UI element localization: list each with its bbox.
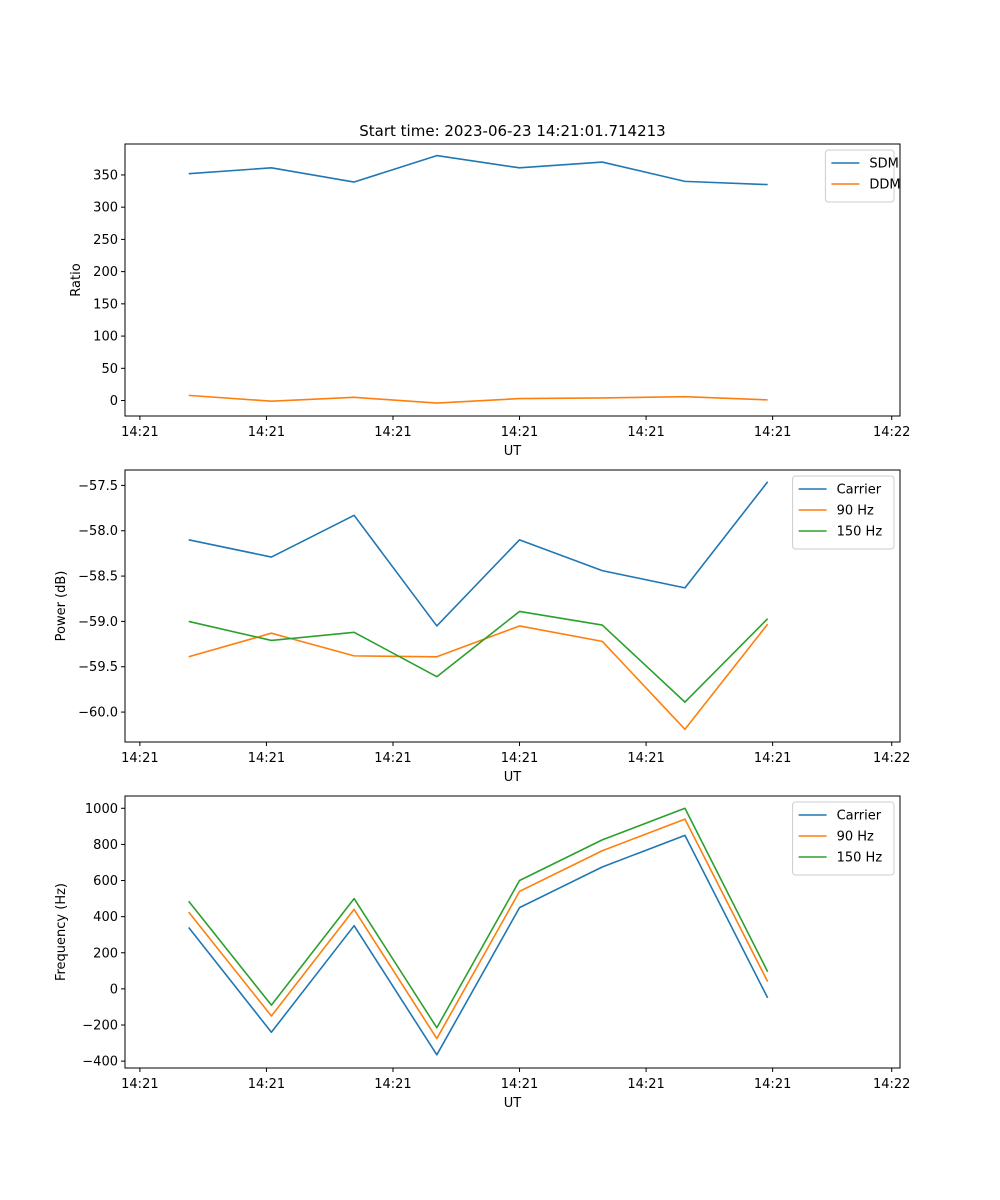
- x-tick-label: 14:21: [121, 1077, 158, 1092]
- y-axis-label: Frequency (Hz): [54, 883, 69, 981]
- x-tick-label: 14:21: [248, 425, 285, 440]
- subplot-1: 0 50 100 150 200 250 300 350 14:21 14:21 14:21 14:2…: [69, 143, 910, 459]
- series-line-carrier: [188, 834, 769, 1056]
- series-line-carrier: [188, 481, 769, 627]
- y-tick-label: 50: [101, 362, 118, 377]
- x-tick-label: 14:21: [374, 1077, 411, 1092]
- y-tick-label: 1000: [85, 802, 118, 817]
- y-tick-label: 250: [93, 233, 118, 248]
- series-line-ddm: [188, 394, 768, 404]
- x-tick-label: 14:21: [501, 751, 538, 766]
- series-line-150-hz: [188, 610, 769, 703]
- subplot-2: −60.0 −59.5 −59.0 −58.5 −58.0 −57.5 14:21 14:21…: [54, 469, 910, 785]
- x-tick-label: 14:21: [627, 751, 664, 766]
- y-tick-label: 200: [93, 265, 118, 280]
- y-tick-label: −59.5: [78, 660, 118, 675]
- x-tick-label: 14:21: [501, 1077, 538, 1092]
- y-tick-label: 150: [93, 297, 118, 312]
- legend-label: Carrier: [837, 483, 882, 498]
- legend-label: DDM: [869, 178, 900, 193]
- y-tick-label: −60.0: [78, 706, 118, 721]
- x-tick-label: 14:21: [121, 425, 158, 440]
- series-line-sdm: [188, 154, 768, 186]
- series-line-90-hz: [188, 623, 769, 731]
- subplot-3: −400 −200 0 200 400 600 800 1000 14:21 14:21 14:21…: [54, 795, 910, 1111]
- y-tick-label: −58.5: [78, 570, 118, 585]
- legend: SDM DDM: [824, 149, 901, 203]
- y-tick-label: −400: [82, 1055, 118, 1070]
- y-tick-label: −58.0: [78, 524, 118, 539]
- x-tick-label: 14:21: [754, 751, 791, 766]
- y-tick-label: 400: [93, 910, 118, 925]
- x-axis-label: UT: [504, 1096, 522, 1111]
- legend-label: 90 Hz: [837, 504, 874, 519]
- y-axis-label: Power (dB): [54, 571, 69, 642]
- legend: Carrier 90 Hz 150 Hz: [792, 475, 895, 550]
- y-axis-label: Ratio: [69, 263, 84, 296]
- x-tick-label: 14:21: [627, 1077, 664, 1092]
- y-tick-label: 300: [93, 201, 118, 216]
- y-tick-label: −59.0: [78, 615, 118, 630]
- axes-frame: [124, 469, 901, 743]
- y-tick-label: −200: [82, 1019, 118, 1034]
- x-tick-label: 14:21: [627, 425, 664, 440]
- y-tick-label: 600: [93, 874, 118, 889]
- legend-label: 90 Hz: [837, 830, 874, 845]
- y-tick-label: 350: [93, 168, 118, 183]
- axes-frame: [124, 795, 901, 1069]
- legend-label: SDM: [869, 157, 898, 172]
- legend-label: 150 Hz: [837, 851, 883, 866]
- series-line-150-hz: [188, 807, 769, 1029]
- y-tick-label: 100: [93, 330, 118, 345]
- x-axis-label: UT: [504, 444, 522, 459]
- x-tick-label: 14:21: [374, 751, 411, 766]
- legend: Carrier 90 Hz 150 Hz: [792, 801, 895, 876]
- legend-label: 150 Hz: [837, 525, 883, 540]
- x-tick-label: 14:21: [248, 751, 285, 766]
- x-tick-label: 14:22: [873, 751, 910, 766]
- subplots: 0 50 100 150 200 250 300 350 14:21 14:21 14:21 14:2…: [54, 143, 910, 1111]
- x-tick-label: 14:21: [754, 1077, 791, 1092]
- x-tick-label: 14:21: [121, 751, 158, 766]
- x-tick-label: 14:21: [248, 1077, 285, 1092]
- figure-title: Start time: 2023-06-23 14:21:01.714213: [359, 122, 665, 140]
- y-tick-label: 200: [93, 946, 118, 961]
- x-tick-label: 14:21: [374, 425, 411, 440]
- y-tick-label: 800: [93, 838, 118, 853]
- y-tick-label: −57.5: [78, 479, 118, 494]
- series-line-90-hz: [188, 818, 769, 1040]
- axes-frame: [124, 143, 901, 417]
- x-tick-label: 14:21: [501, 425, 538, 440]
- legend-label: Carrier: [837, 809, 882, 824]
- x-tick-label: 14:22: [873, 1077, 910, 1092]
- x-tick-label: 14:21: [754, 425, 791, 440]
- x-tick-label: 14:22: [873, 425, 910, 440]
- y-tick-label: 0: [110, 982, 118, 997]
- y-tick-label: 0: [110, 394, 118, 409]
- x-axis-label: UT: [504, 770, 522, 785]
